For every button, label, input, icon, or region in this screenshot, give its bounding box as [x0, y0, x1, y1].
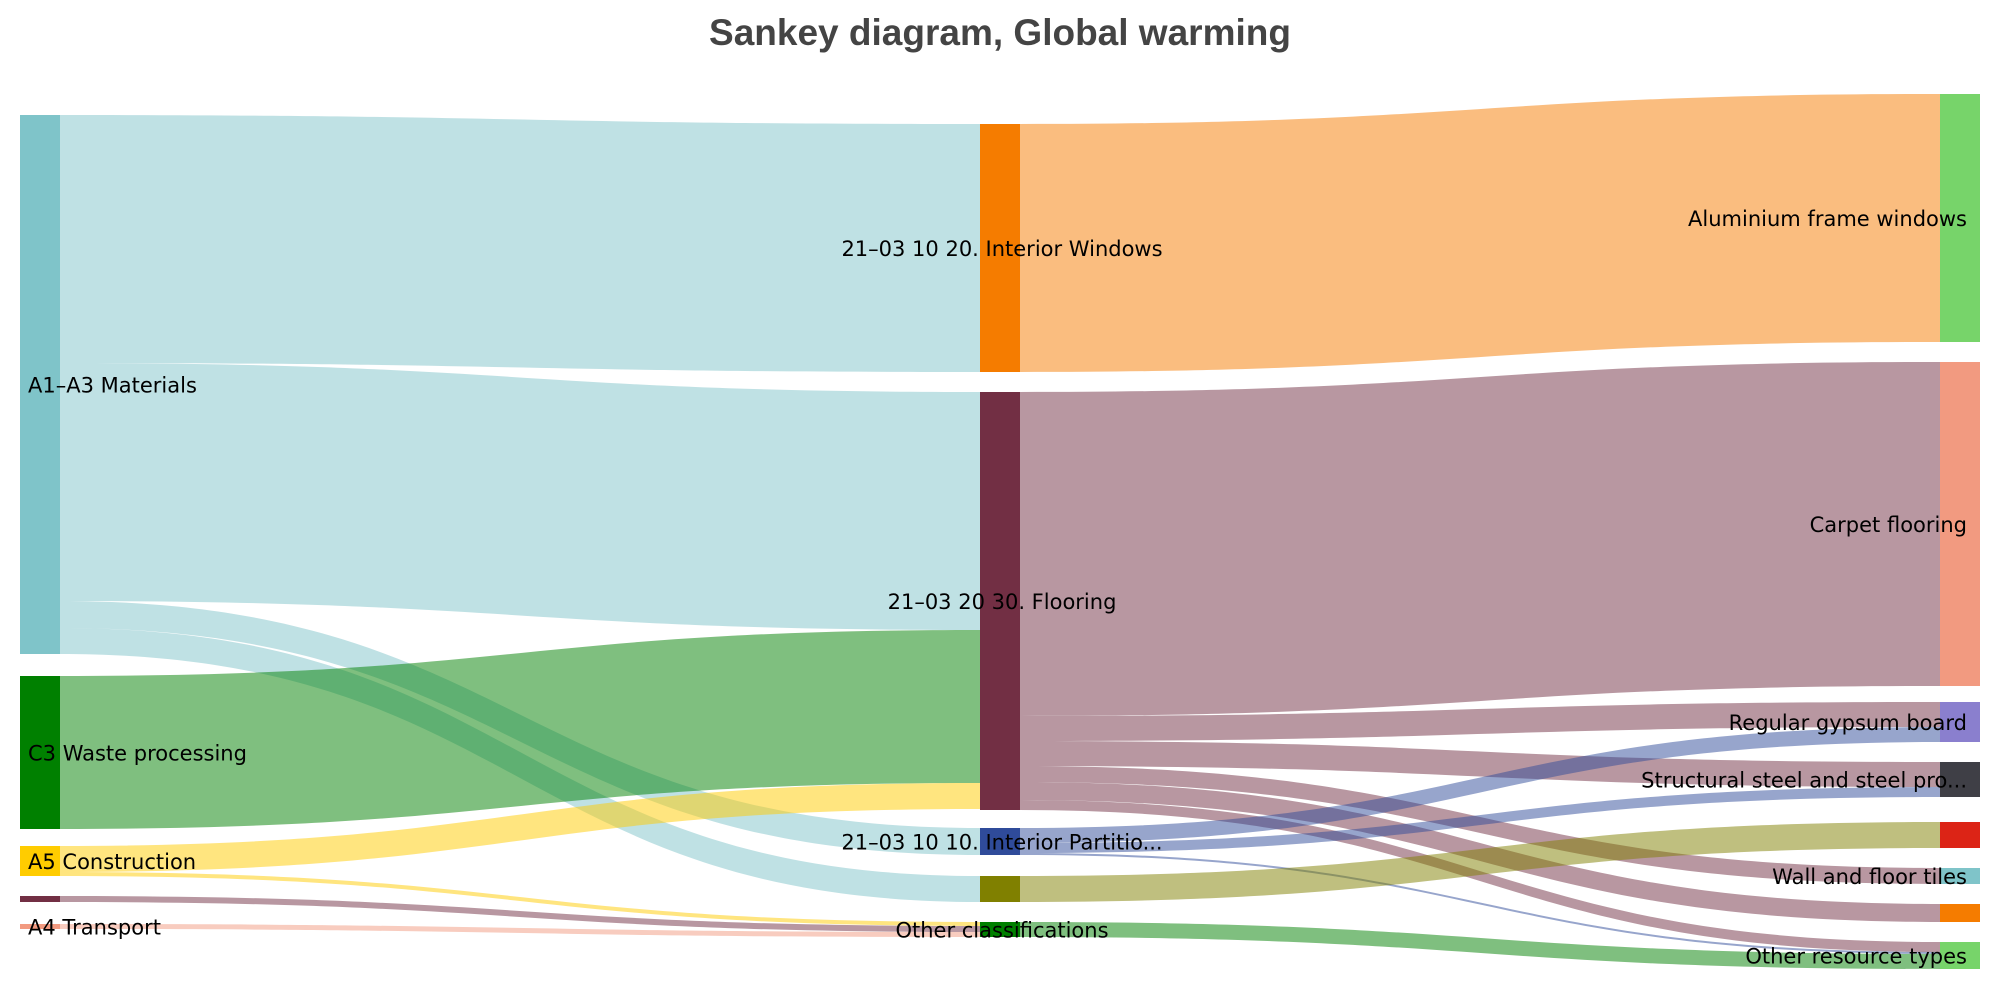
sankey-link[interactable]: [60, 783, 980, 872]
sankey-link[interactable]: [60, 630, 980, 829]
sankey-node[interactable]: [20, 924, 60, 929]
sankey-link[interactable]: [1020, 362, 1940, 716]
node-label: Other resource types: [1745, 945, 1967, 969]
sankey-link[interactable]: [60, 924, 980, 937]
sankey-link[interactable]: [60, 896, 980, 932]
node-label: Other classifications: [895, 919, 1108, 943]
chart-title: Sankey diagram, Global warming: [709, 12, 1291, 53]
sankey-node[interactable]: [1940, 942, 1980, 969]
node-label: A5 Construction: [28, 850, 196, 874]
sankey-node[interactable]: [1940, 868, 1980, 884]
sankey-link[interactable]: [1020, 922, 1940, 969]
sankey-node[interactable]: [1940, 822, 1980, 848]
sankey-link[interactable]: [1020, 702, 1940, 741]
node-label: Structural steel and steel pro...: [1641, 769, 1967, 793]
sankey-link[interactable]: [1020, 800, 1940, 952]
node-label: Regular gypsum board: [1729, 711, 1967, 735]
node-label: 21–03 10 10. Interior Partitio...: [841, 831, 1162, 855]
sankey-node[interactable]: [1940, 762, 1980, 797]
sankey-node[interactable]: [20, 115, 60, 654]
node-label: C3 Waste processing: [28, 742, 247, 766]
sankey-link[interactable]: [1020, 741, 1940, 787]
sankey-link[interactable]: [1020, 787, 1940, 853]
sankey-node[interactable]: [980, 828, 1020, 855]
sankey-link[interactable]: [60, 363, 980, 630]
node-label: Carpet flooring: [1810, 513, 1967, 537]
labels-layer: A1–A3 Materials C3 Waste processing A5 Con…: [28, 207, 1967, 969]
node-label: A1–A3 Materials: [28, 374, 197, 398]
sankey-link[interactable]: [1020, 94, 1940, 372]
sankey-link[interactable]: [60, 872, 980, 926]
sankey-node[interactable]: [1940, 702, 1980, 742]
sankey-node[interactable]: [20, 846, 60, 876]
sankey-link[interactable]: [60, 115, 980, 372]
sankey-link[interactable]: [1020, 853, 1940, 954]
node-label: 21–03 10 20. Interior Windows: [841, 237, 1162, 261]
sankey-node[interactable]: [980, 392, 1020, 810]
node-label: Aluminium frame windows: [1688, 207, 1967, 231]
sankey-node[interactable]: [20, 896, 60, 902]
sankey-node[interactable]: [980, 124, 1020, 372]
sankey-link[interactable]: [1020, 727, 1940, 843]
sankey-node[interactable]: [980, 922, 1020, 937]
node-label: Wall and floor tiles: [1772, 865, 1967, 889]
node-label: A4 Transport: [28, 916, 161, 940]
sankey-node[interactable]: [20, 676, 60, 829]
sankey-link[interactable]: [1020, 822, 1940, 902]
node-label: 21–03 20 30. Flooring: [888, 590, 1117, 614]
sankey-node[interactable]: [1940, 362, 1980, 686]
sankey-node[interactable]: [1940, 94, 1980, 342]
sankey-node[interactable]: [1940, 904, 1980, 922]
nodes-layer: [20, 94, 1980, 969]
links-layer: [60, 94, 1940, 969]
sankey-node[interactable]: [980, 876, 1020, 902]
